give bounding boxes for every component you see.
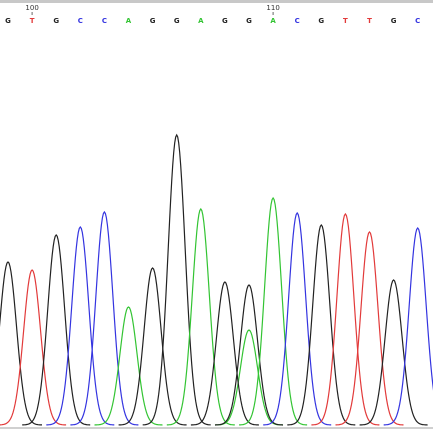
base-call: G bbox=[222, 17, 228, 25]
trace-peak bbox=[118, 267, 187, 426]
base-call: C bbox=[295, 17, 300, 25]
trace-peak bbox=[335, 231, 404, 426]
trace-peak bbox=[287, 223, 356, 426]
base-call: G bbox=[318, 17, 324, 25]
base-call: G bbox=[174, 17, 180, 25]
base-call: T bbox=[30, 17, 35, 25]
trace-peak bbox=[46, 225, 115, 426]
trace-peak bbox=[311, 212, 380, 426]
trace-peak bbox=[94, 306, 163, 426]
trace-peak bbox=[0, 269, 67, 426]
base-call: G bbox=[391, 17, 397, 25]
base-call: A bbox=[126, 17, 132, 25]
trace-peak bbox=[359, 279, 428, 426]
top-border bbox=[0, 0, 433, 3]
trace-peak bbox=[190, 281, 259, 426]
base-call: A bbox=[198, 17, 204, 25]
trace-peak bbox=[263, 211, 332, 426]
trace-peak bbox=[383, 226, 433, 426]
trace-peak bbox=[70, 210, 139, 426]
trace-peak bbox=[0, 261, 42, 426]
base-call: G bbox=[150, 17, 156, 25]
base-call: A bbox=[270, 17, 276, 25]
base-call: T bbox=[343, 17, 348, 25]
position-label: 100 bbox=[25, 4, 38, 12]
base-call: G bbox=[246, 17, 252, 25]
trace-peak bbox=[214, 284, 284, 426]
base-call: G bbox=[5, 17, 11, 25]
secondary-peak bbox=[214, 329, 284, 426]
position-label: 110 bbox=[266, 4, 279, 12]
base-call: C bbox=[78, 17, 83, 25]
trace-peak bbox=[166, 207, 235, 426]
trace-peak bbox=[142, 133, 211, 426]
base-call: G bbox=[53, 17, 59, 25]
trace-peak bbox=[22, 234, 91, 426]
base-call: C bbox=[102, 17, 107, 25]
base-call: C bbox=[415, 17, 420, 25]
base-call: T bbox=[367, 17, 372, 25]
trace-peak bbox=[239, 196, 308, 426]
